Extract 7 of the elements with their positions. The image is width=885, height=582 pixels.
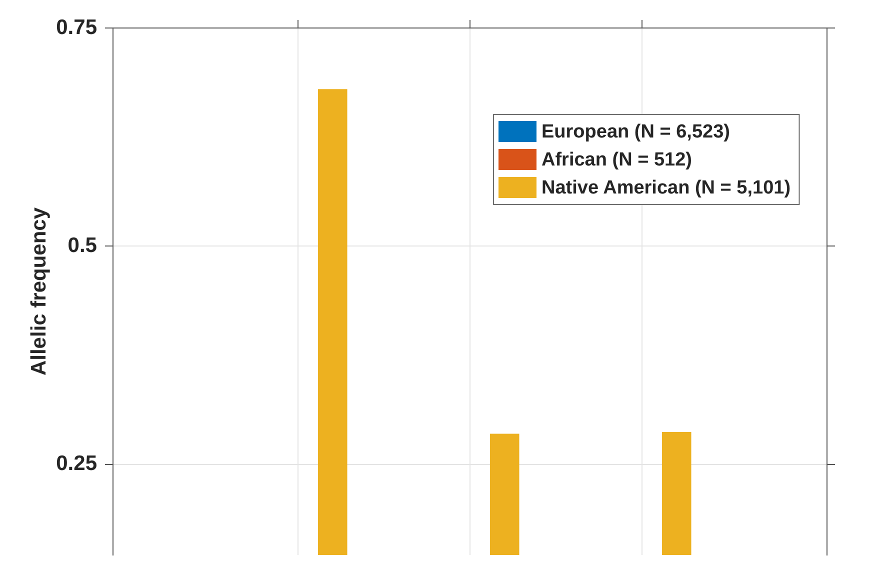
legend-label: European (N = 6,523) (542, 122, 730, 143)
y-tick-label: 0.5 (68, 234, 98, 257)
y-axis-title: Allelic frequency (27, 207, 50, 376)
legend-label: Native American (N = 5,101) (542, 178, 791, 199)
y-tick-label: 0.25 (56, 452, 98, 476)
y-tick-label: 0.75 (56, 16, 98, 39)
legend-label: African (N = 512) (542, 150, 692, 171)
